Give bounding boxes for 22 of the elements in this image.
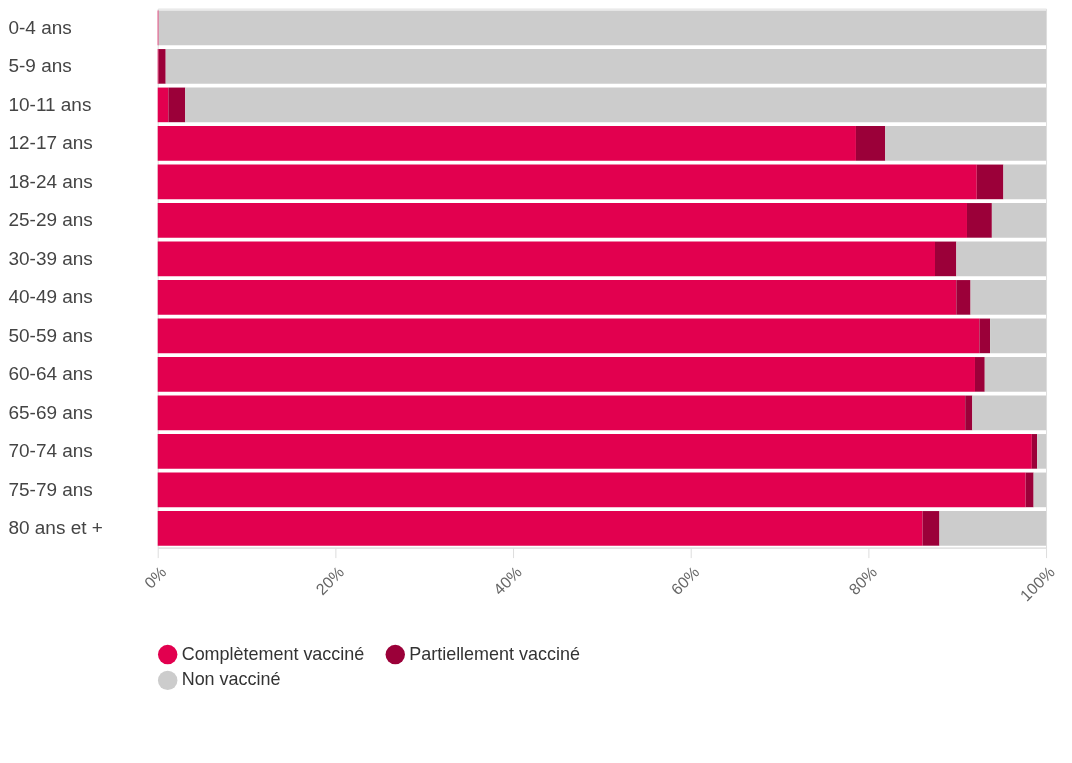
x-tick-label: 40% bbox=[490, 563, 525, 598]
legend-label: Complètement vacciné bbox=[181, 643, 365, 664]
y-tick-label: 18-24 ans bbox=[8, 170, 93, 192]
y-tick-label: 70-74 ans bbox=[8, 440, 93, 462]
y-tick-label: 80 ans et + bbox=[8, 517, 103, 539]
y-tick-label: 12-17 ans bbox=[8, 132, 93, 154]
x-tick-label: 60% bbox=[667, 563, 703, 598]
y-tick-label: 50-59 ans bbox=[8, 324, 93, 346]
y-tick-label: 10-11 ans bbox=[8, 93, 92, 115]
legend-label: Non vacciné bbox=[181, 669, 281, 690]
y-tick-label: 0-4 ans bbox=[8, 16, 72, 38]
y-tick-label: 40-49 ans bbox=[8, 286, 93, 308]
y-tick-label: 75-79 ans bbox=[8, 478, 93, 500]
y-tick-label: 60-64 ans bbox=[8, 363, 93, 385]
x-tick-label: 20% bbox=[312, 563, 348, 598]
y-tick-label: 5-9 ans bbox=[8, 55, 72, 77]
y-tick-label: 30-39 ans bbox=[8, 247, 93, 269]
y-tick-label: 65-69 ans bbox=[8, 401, 93, 423]
y-tick-label: 25-29 ans bbox=[8, 209, 93, 231]
x-tick-label: 0% bbox=[141, 563, 170, 592]
x-tick-label: 80% bbox=[845, 563, 881, 598]
legend-label: Partiellement vacciné bbox=[409, 643, 580, 664]
